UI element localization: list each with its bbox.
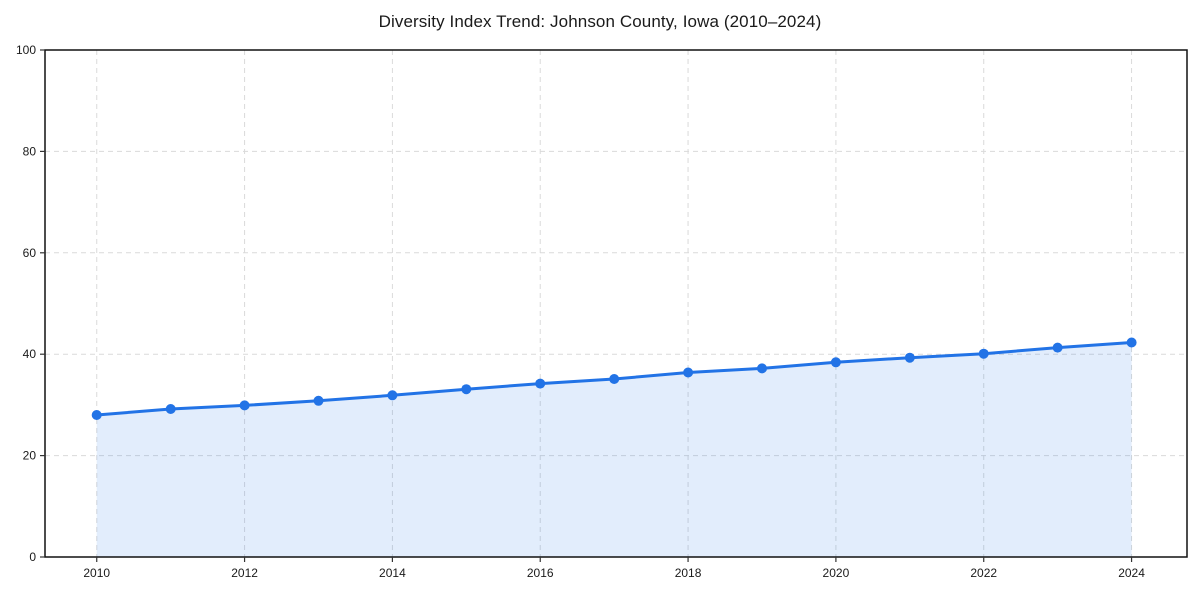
x-tick-label-2020: 2020	[823, 566, 850, 580]
y-tick-label-0: 0	[29, 550, 36, 564]
x-tick-label-2016: 2016	[527, 566, 554, 580]
y-tick-label-40: 40	[23, 347, 37, 361]
y-tick-label-80: 80	[23, 144, 37, 158]
area-fill	[96, 342, 1132, 557]
data-point-2018	[683, 367, 694, 378]
x-tick-label-2018: 2018	[675, 566, 702, 580]
x-tick-label-2022: 2022	[970, 566, 997, 580]
x-tick-label-2014: 2014	[379, 566, 406, 580]
data-point-2016	[535, 378, 546, 389]
data-point-2024	[1126, 337, 1137, 348]
x-tick-label-2012: 2012	[231, 566, 258, 580]
data-point-2012	[239, 400, 250, 411]
data-point-2021	[904, 352, 915, 363]
x-tick-label-2024: 2024	[1118, 566, 1145, 580]
data-point-2011	[165, 404, 176, 414]
x-tick-label-2010: 2010	[83, 566, 110, 580]
y-tick-label-100: 100	[16, 43, 36, 57]
y-tick-label-60: 60	[23, 246, 37, 260]
data-point-2022	[978, 348, 989, 359]
chart-title: Diversity Index Trend: Johnson County, I…	[378, 12, 822, 31]
data-point-2015	[461, 384, 472, 395]
axis-spines	[44, 49, 1188, 558]
data-point-2013	[313, 395, 324, 406]
data-point-2023	[1052, 342, 1063, 353]
y-tick-label-20: 20	[23, 449, 37, 463]
data-point-2020	[830, 357, 841, 368]
data-point-2014	[387, 390, 398, 401]
data-point-2017	[609, 374, 620, 384]
data-point-2010	[91, 410, 102, 420]
plot-area	[45, 50, 1187, 557]
data-point-2019	[757, 363, 767, 374]
